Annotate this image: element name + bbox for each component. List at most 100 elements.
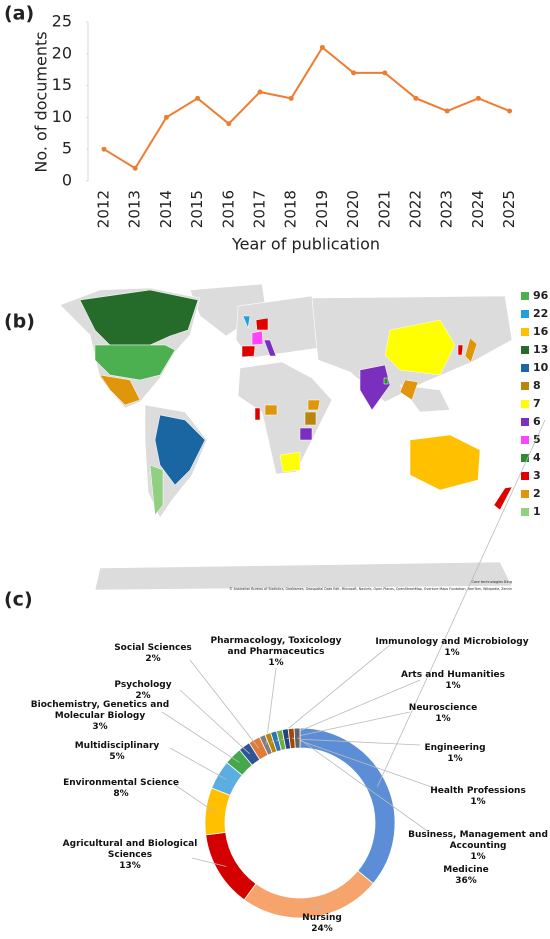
data-point (507, 108, 513, 114)
leader-line (191, 857, 227, 867)
pie-slice (293, 727, 301, 749)
country (307, 399, 321, 411)
leader-line (281, 711, 411, 740)
data-point (382, 70, 388, 76)
country (359, 364, 391, 411)
x-tick-label: 2024 (469, 190, 487, 228)
country (399, 379, 419, 401)
y-tick-label: 0 (62, 171, 72, 190)
legend-label: 7 (533, 397, 541, 410)
leader-line (169, 747, 227, 780)
panel-label: (b) (4, 311, 35, 333)
panel-label: (c) (4, 589, 33, 611)
slice-label: Psychology 2% (93, 680, 193, 702)
slice-label: Neuroscience 1% (383, 703, 503, 725)
legend-label: 13 (533, 343, 548, 356)
pie-slice (243, 870, 374, 919)
legend-swatch (521, 490, 529, 498)
x-tick-label: 2021 (375, 190, 393, 228)
y-tick-label: 20 (52, 43, 72, 62)
data-line (103, 45, 510, 170)
leader-line (265, 667, 277, 745)
country (79, 289, 199, 346)
slice-value: 2% (145, 654, 161, 664)
slice-name: Pharmacology, Toxicology and Pharmaceuti… (210, 636, 342, 657)
slice-name: Multidisciplinary (74, 741, 160, 751)
x-tick-label: 2023 (438, 190, 456, 228)
legend-label: 3 (533, 469, 541, 482)
x-tick-label: 2020 (344, 190, 362, 228)
slice-label: Multidisciplinary 5% (57, 741, 177, 763)
data-point (101, 146, 107, 152)
country (457, 344, 464, 356)
slice-label: Environmental Science 8% (46, 778, 196, 800)
legend-label: 16 (533, 325, 549, 338)
slice-name: Neuroscience (408, 703, 478, 713)
slice-name: Psychology (114, 680, 172, 690)
slice-name: Environmental Science (63, 778, 179, 788)
legend-swatch (521, 418, 529, 426)
slice-value: 1% (268, 658, 284, 668)
legend-swatch (521, 292, 529, 300)
x-tick-label: 2019 (313, 190, 331, 228)
x-tick-label: 2016 (219, 190, 237, 228)
slice-name: Health Professions (430, 786, 526, 796)
legend-swatch (521, 454, 529, 462)
legend-swatch (521, 382, 529, 390)
legend-swatch (521, 508, 529, 516)
country (264, 404, 278, 416)
country (464, 337, 478, 363)
legend-label: 1 (533, 505, 541, 518)
x-tick-label: 2015 (188, 190, 206, 228)
slice-label: Health Professions 1% (418, 786, 538, 808)
data-point (444, 108, 450, 114)
slice-name: Agricultural and Biological Sciences (62, 839, 198, 860)
leader-line (189, 659, 260, 749)
legend-swatch (521, 328, 529, 336)
y-tick-label: 25 (52, 12, 72, 31)
x-tick-label: 2012 (95, 190, 113, 228)
legend-label: 8 (533, 379, 541, 392)
country (149, 464, 164, 516)
slice-label: Agricultural and Biological Sciences 13% (55, 839, 205, 872)
legend-label: 2 (533, 487, 541, 500)
legend-swatch (521, 400, 529, 408)
data-point (288, 95, 294, 101)
slice-label: Pharmacology, Toxicology and Pharmaceuti… (201, 636, 351, 669)
legend-swatch (521, 436, 529, 444)
slice-value: 36% (455, 876, 477, 886)
leader-line (179, 689, 251, 755)
country (99, 374, 141, 406)
data-point (163, 114, 169, 120)
legend-label: 10 (533, 361, 549, 374)
leader-line (270, 644, 391, 743)
slice-name: Engineering (424, 743, 486, 753)
x-tick-label: 2022 (407, 190, 425, 228)
country (255, 317, 269, 331)
data-point (413, 95, 419, 101)
y-tick-label: 10 (52, 107, 72, 126)
data-point (319, 44, 325, 50)
slice-value: 1% (444, 648, 460, 658)
map-copyright: © Australian Bureau of Statistics, GeoNa… (229, 587, 512, 591)
pie-slice (205, 831, 257, 901)
country (241, 345, 256, 358)
slice-name: Nursing (302, 913, 342, 923)
slice-label: Biochemistry, Genetics and Molecular Bio… (25, 700, 175, 733)
legend-label: 96 (533, 289, 549, 302)
legend-label: 4 (533, 451, 541, 464)
leader-line (376, 419, 546, 787)
slice-value: 1% (447, 754, 463, 764)
country (279, 451, 301, 473)
y-tick-label: 5 (62, 139, 72, 158)
slice-label: Medicine 36% (421, 865, 511, 887)
country (263, 339, 277, 357)
country (384, 319, 456, 376)
x-tick-label: 2013 (126, 190, 144, 228)
country (242, 315, 251, 329)
x-tick-label: 2025 (500, 190, 518, 228)
leader-line (161, 711, 240, 763)
slice-value: 1% (470, 852, 486, 862)
country (383, 377, 389, 385)
country (254, 407, 261, 421)
